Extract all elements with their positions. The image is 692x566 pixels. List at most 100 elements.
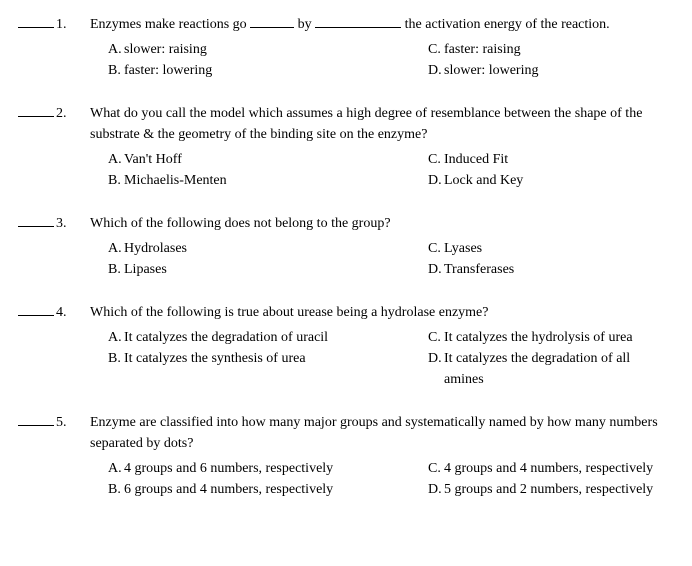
question-3: 3. Which of the following does not belon… — [18, 213, 674, 280]
question-number: 4. — [56, 305, 67, 321]
choice-b: B. faster: lowering — [90, 60, 410, 81]
question-4: 4. Which of the following is true about … — [18, 302, 674, 390]
choice-letter: B. — [90, 170, 124, 191]
question-text: Enzyme are classified into how many majo… — [90, 412, 674, 454]
fill-blank — [315, 15, 401, 28]
choices: A. Van't Hoff B. Michaelis-Menten C. Ind… — [90, 149, 674, 191]
choice-text: Michaelis-Menten — [124, 170, 410, 191]
answer-blank[interactable] — [18, 302, 54, 316]
choice-c: C. It catalyzes the hydrolysis of urea — [410, 327, 674, 348]
question-head: 3. Which of the following does not belon… — [18, 213, 674, 234]
answer-blank[interactable] — [18, 412, 54, 426]
question-head: 4. Which of the following is true about … — [18, 302, 674, 323]
question-number: 3. — [56, 216, 67, 232]
choice-text: slower: raising — [124, 39, 410, 60]
choice-letter: C. — [410, 39, 444, 60]
question-5: 5. Enzyme are classified into how many m… — [18, 412, 674, 500]
choice-d: D. Lock and Key — [410, 170, 674, 191]
question-number-area: 1. — [18, 14, 90, 33]
choice-c: C. 4 groups and 4 numbers, respectively — [410, 458, 674, 479]
question-head: 5. Enzyme are classified into how many m… — [18, 412, 674, 454]
choice-letter: C. — [410, 238, 444, 259]
choice-col-right: C. faster: raising D. slower: lowering — [410, 39, 674, 81]
choice-text: 5 groups and 2 numbers, respectively — [444, 479, 674, 500]
choice-letter: D. — [410, 348, 444, 369]
choice-text: It catalyzes the degradation of all amin… — [444, 348, 674, 390]
choice-text: 4 groups and 6 numbers, respectively — [124, 458, 410, 479]
choice-letter: B. — [90, 259, 124, 280]
choice-letter: D. — [410, 170, 444, 191]
choice-a: A. 4 groups and 6 numbers, respectively — [90, 458, 410, 479]
question-text: What do you call the model which assumes… — [90, 103, 674, 145]
choice-d: D. Transferases — [410, 259, 674, 280]
choice-letter: B. — [90, 60, 124, 81]
choice-letter: B. — [90, 348, 124, 369]
choice-text: faster: lowering — [124, 60, 410, 81]
choice-b: B. 6 groups and 4 numbers, respectively — [90, 479, 410, 500]
choice-text: It catalyzes the degradation of uracil — [124, 327, 410, 348]
choice-text: Hydrolases — [124, 238, 410, 259]
choice-letter: A. — [90, 39, 124, 60]
choices: A. Hydrolases B. Lipases C. Lyases D. Tr… — [90, 238, 674, 280]
question-head: 2. What do you call the model which assu… — [18, 103, 674, 145]
choice-col-right: C. Lyases D. Transferases — [410, 238, 674, 280]
choice-c: C. Lyases — [410, 238, 674, 259]
choice-col-left: A. slower: raising B. faster: lowering — [90, 39, 410, 81]
choice-letter: A. — [90, 458, 124, 479]
question-number-area: 3. — [18, 213, 90, 232]
answer-blank[interactable] — [18, 213, 54, 227]
choice-text: 4 groups and 4 numbers, respectively — [444, 458, 674, 479]
choice-c: C. faster: raising — [410, 39, 674, 60]
choice-col-left: A. It catalyzes the degradation of uraci… — [90, 327, 410, 390]
choice-letter: A. — [90, 327, 124, 348]
choice-text: Lock and Key — [444, 170, 674, 191]
choice-a: A. Hydrolases — [90, 238, 410, 259]
question-text-mid: by — [294, 17, 315, 32]
choice-letter: C. — [410, 458, 444, 479]
choice-letter: D. — [410, 479, 444, 500]
choice-b: B. Michaelis-Menten — [90, 170, 410, 191]
choice-col-left: A. Van't Hoff B. Michaelis-Menten — [90, 149, 410, 191]
question-number: 2. — [56, 106, 67, 122]
choice-col-right: C. It catalyzes the hydrolysis of urea D… — [410, 327, 674, 390]
choice-letter: D. — [410, 259, 444, 280]
choice-letter: B. — [90, 479, 124, 500]
choice-a: A. It catalyzes the degradation of uraci… — [90, 327, 410, 348]
question-number-area: 4. — [18, 302, 90, 321]
choice-d: D. slower: lowering — [410, 60, 674, 81]
choice-letter: D. — [410, 60, 444, 81]
choice-col-left: A. 4 groups and 6 numbers, respectively … — [90, 458, 410, 500]
choices: A. 4 groups and 6 numbers, respectively … — [90, 458, 674, 500]
question-1: 1. Enzymes make reactions go by the acti… — [18, 14, 674, 81]
question-text: Which of the following is true about ure… — [90, 302, 674, 323]
choices: A. slower: raising B. faster: lowering C… — [90, 39, 674, 81]
choice-text: slower: lowering — [444, 60, 674, 81]
answer-blank[interactable] — [18, 103, 54, 117]
question-text-post: the activation energy of the reaction. — [401, 17, 610, 32]
choice-a: A. slower: raising — [90, 39, 410, 60]
choice-text: Van't Hoff — [124, 149, 410, 170]
question-text: Which of the following does not belong t… — [90, 213, 674, 234]
choice-text: Lyases — [444, 238, 674, 259]
choice-letter: A. — [90, 238, 124, 259]
choice-col-right: C. Induced Fit D. Lock and Key — [410, 149, 674, 191]
choice-b: B. It catalyzes the synthesis of urea — [90, 348, 410, 369]
choice-text: Transferases — [444, 259, 674, 280]
question-number-area: 5. — [18, 412, 90, 431]
question-2: 2. What do you call the model which assu… — [18, 103, 674, 191]
choice-c: C. Induced Fit — [410, 149, 674, 170]
question-number: 5. — [56, 415, 67, 431]
choice-d: D. 5 groups and 2 numbers, respectively — [410, 479, 674, 500]
choice-text: faster: raising — [444, 39, 674, 60]
choice-a: A. Van't Hoff — [90, 149, 410, 170]
choice-text: Induced Fit — [444, 149, 674, 170]
choice-col-left: A. Hydrolases B. Lipases — [90, 238, 410, 280]
question-text: Enzymes make reactions go by the activat… — [90, 14, 674, 35]
question-number: 1. — [56, 17, 67, 33]
fill-blank — [250, 15, 294, 28]
answer-blank[interactable] — [18, 14, 54, 28]
choice-text: It catalyzes the hydrolysis of urea — [444, 327, 674, 348]
choice-text: It catalyzes the synthesis of urea — [124, 348, 410, 369]
choice-text: Lipases — [124, 259, 410, 280]
choice-text: 6 groups and 4 numbers, respectively — [124, 479, 410, 500]
